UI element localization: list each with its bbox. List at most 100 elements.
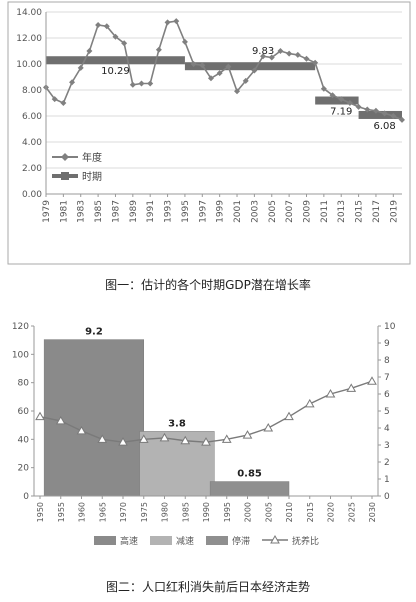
right-y-tick-label: 2 [384,458,390,468]
dependency-ratio-point [242,430,253,439]
left-y-tick-label: 100 [12,350,29,360]
year-point [51,96,58,103]
x-tick-label: 1965 [98,502,107,522]
right-y-tick-label: 7 [384,373,390,383]
year-point [95,22,102,28]
y-tick-label: 4.00 [22,138,42,148]
x-tick-label: 2025 [347,502,356,522]
year-point [303,55,310,62]
dependency-ratio-point [55,415,66,425]
x-tick-label: 2010 [285,502,294,522]
right-y-tick-label: 5 [384,407,390,417]
period-value-label: 9.83 [252,46,274,57]
dependency-ratio-point [304,398,315,408]
dependency-ratio-point [118,437,128,446]
figure1-caption: 图一：估计的各个时期GDP潜在增长率 [105,278,311,292]
x-tick-label: 2003 [250,200,260,223]
dependency-ratio-point [76,425,87,435]
chart1-frame [7,1,411,265]
dependency-ratio-point [138,434,149,443]
x-tick-label: 1983 [77,200,87,223]
year-point [225,63,232,70]
x-tick-label: 1989 [129,200,139,223]
period-value-label: 6.08 [374,121,396,132]
left-y-tick-label: 0 [23,492,29,502]
legend-slow-label: 减速 [176,535,194,547]
y-tick-label: 2.00 [22,164,42,174]
year-point [121,40,128,47]
year-point [190,61,197,67]
year-point [329,92,336,99]
dependency-ratio-point [201,437,211,446]
dependency-ratio-point [263,422,274,432]
x-tick-label: 2030 [368,502,377,522]
dependency-ratio-point [367,376,377,385]
chart1-legend: 年度 时期 [52,151,102,183]
bar-value-label: 9.2 [85,327,103,338]
year-point [268,54,275,61]
left-y-tick-label: 40 [18,435,30,445]
x-tick-label: 2015 [306,502,315,522]
period-bar [184,62,316,71]
year-point [399,116,405,123]
chart-japan-demographic-dividend: 9.2 3.8 0.85 0 20 40 60 80 100 120 0 1 2 3 4 5 6 7 8 9 10 19… [0,312,416,552]
year-point [364,106,371,113]
year-point [69,79,76,86]
dependency-ratio-point [325,388,336,398]
bar-value-label: 0.85 [237,469,262,480]
year-point [112,33,119,40]
legend-period-label: 时期 [82,171,102,183]
period-value-label: 10.29 [101,66,130,77]
y-tick-label: 8.00 [22,86,42,96]
year-point [294,51,301,58]
dependency-ratio-point [35,411,45,421]
left-y-tick-label: 20 [18,464,30,474]
figure2-caption: 图二：人口红利消失前后日本经济走势 [105,580,310,594]
year-point [103,23,110,30]
dependency-ratio-point [284,411,294,421]
year-point [260,53,267,60]
year-point [129,81,136,88]
y-tick-label: 0.00 [22,190,42,200]
period-bar [358,110,402,119]
year-point [251,67,258,74]
year-point [338,96,345,103]
x-tick-label: 1987 [111,200,121,223]
right-y-tick-label: 8 [384,356,390,366]
year-point [372,107,379,114]
legend-ratio-label: 抚养比 [292,535,319,547]
period-value-label: 7.19 [330,107,352,118]
year-point [312,59,319,66]
x-tick-label: 1979 [42,200,52,223]
x-tick-label: 1995 [223,502,232,522]
year-point [60,100,67,106]
left-y-tick-label: 120 [12,322,29,332]
bar-value-label: 3.8 [168,418,186,429]
legend-stag-swatch [206,536,228,545]
x-tick-label: 1985 [181,502,190,522]
legend-year-marker [61,153,69,161]
year-point [320,85,327,92]
x-tick-label: 2011 [320,200,330,223]
year-point [138,80,145,87]
left-y-tick-label: 80 [18,379,30,389]
x-tick-label: 2001 [233,200,243,223]
right-y-tick-label: 4 [384,424,390,434]
chart2-legend: 高速 减速 停滞 抚养比 [94,534,319,547]
x-tick-label: 1950 [36,502,45,522]
x-tick-label: 2009 [302,200,312,223]
year-point [390,113,397,119]
x-tick-label: 1955 [57,502,66,522]
right-y-tick-label: 3 [384,441,390,451]
x-tick-label: 1995 [181,200,191,223]
y-tick-label: 10.00 [16,60,42,70]
y-tick-label: 12.00 [16,34,42,44]
period-bar-2 [209,481,290,497]
year-point [242,77,249,84]
right-y-tick-label: 10 [384,322,396,332]
x-tick-label: 2000 [244,502,253,522]
x-tick-label: 2007 [285,200,295,223]
dependency-ratio-point [159,432,170,442]
legend-period-marker [61,172,69,180]
x-tick-label: 1980 [161,502,170,522]
